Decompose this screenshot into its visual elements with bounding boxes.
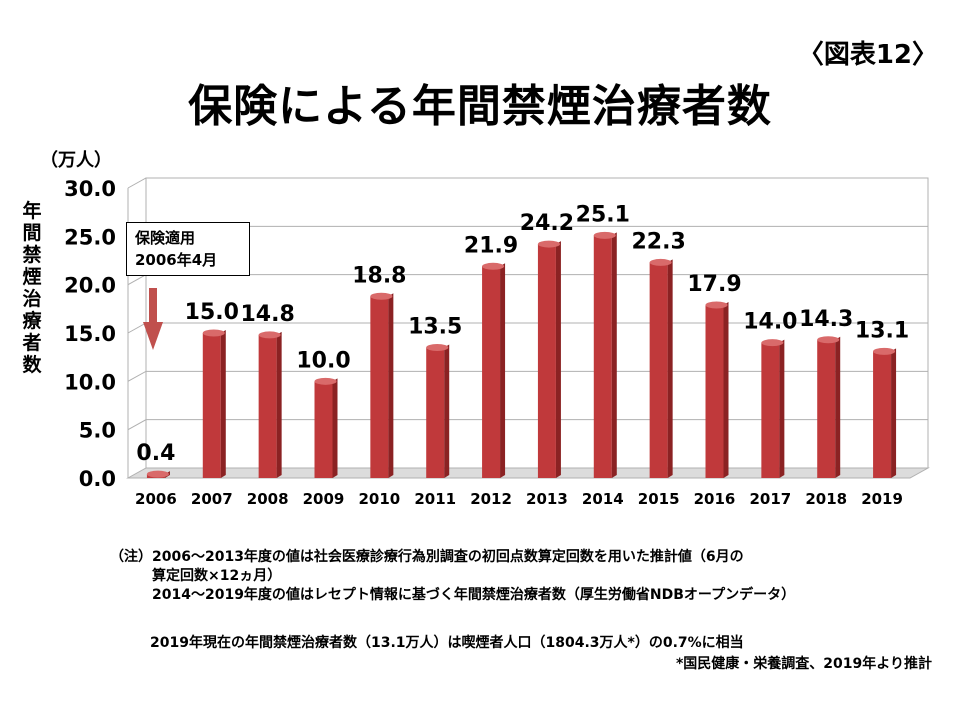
- x-tick-label: 2013: [526, 490, 568, 508]
- bar-side: [723, 301, 729, 478]
- x-tick-label: 2015: [638, 490, 680, 508]
- bar-chart: 0.0 5.0 10.0 15.0 20.0 25.0 30.0 0.4 2006 15.0 200…: [64, 177, 930, 508]
- x-tick-label: 2007: [191, 490, 233, 508]
- bar-side: [667, 259, 673, 478]
- bar-front: [537, 244, 556, 478]
- bar-front: [873, 351, 892, 478]
- plot-floor: [126, 467, 930, 479]
- y-tick-label: 20.0: [64, 274, 116, 298]
- y-tick-label: 25.0: [64, 225, 116, 249]
- bar-front: [761, 342, 780, 478]
- note-line-1: 2006～2013年度の値は社会医療診療行為別調査の初回点数算定回数を用いた推計…: [152, 549, 744, 565]
- note-line-2: 算定回数×12ヵ月）: [152, 568, 282, 584]
- footnotes: （注） 2006～2013年度の値は社会医療診療行為別調査の初回点数算定回数を用…: [110, 548, 950, 605]
- bar-side: [779, 339, 785, 478]
- bar-value-label: 15.0: [185, 300, 239, 325]
- bar-top: [202, 329, 225, 337]
- bar-top: [593, 231, 616, 239]
- bar-value-label: 24.2: [520, 211, 574, 236]
- bar-front: [258, 334, 277, 478]
- note-line-3: 2014～2019年度の値はレセプト情報に基づく年間禁煙治療者数（厚生労働省ND…: [152, 587, 796, 603]
- x-tick-label: 2019: [861, 490, 903, 508]
- bar-top: [258, 331, 281, 339]
- down-arrow-icon: [143, 322, 163, 350]
- bar-top: [705, 301, 728, 309]
- y-tick-label: 30.0: [64, 177, 116, 201]
- bar-top: [817, 336, 840, 344]
- bar-side: [220, 330, 226, 478]
- bar-front: [314, 381, 333, 478]
- bar-front: [705, 304, 724, 478]
- bar-value-label: 14.3: [799, 307, 853, 332]
- bar-value-label: 13.1: [855, 318, 909, 343]
- note-tag: （注）: [110, 549, 152, 565]
- y-tick-label: 15.0: [64, 322, 116, 346]
- x-tick-label: 2010: [358, 490, 400, 508]
- bar-top: [761, 339, 784, 347]
- insurance-callout-box: 保険適用 2006年4月: [126, 222, 250, 276]
- x-tick-label: 2017: [749, 490, 791, 508]
- bar-top: [482, 262, 505, 270]
- bar-front: [202, 333, 221, 478]
- y-tick-label: 10.0: [64, 370, 116, 394]
- bar-side: [332, 378, 338, 478]
- bar-top: [649, 258, 672, 266]
- bar-front: [426, 347, 445, 478]
- chart-title: 保険による年間禁煙治療者数: [188, 81, 772, 132]
- bar-value-label: 17.9: [687, 272, 741, 297]
- bar-front: [649, 262, 668, 478]
- bar-value-label: 18.8: [352, 263, 406, 288]
- bar-value-label: 25.1: [576, 202, 630, 227]
- bar-top: [314, 377, 337, 385]
- y-unit-label: （万人）: [40, 150, 112, 171]
- bar-value-label: 14.0: [743, 310, 797, 335]
- bar-value-label: 0.4: [136, 441, 175, 466]
- arrow-shaft: [149, 288, 157, 324]
- gridline: [127, 177, 928, 189]
- bar-value-label: 13.5: [408, 315, 462, 340]
- y-tick-label: 5.0: [79, 419, 116, 443]
- bar-side: [891, 348, 897, 478]
- x-tick-label: 2006: [135, 490, 177, 508]
- bar-top: [146, 470, 169, 478]
- bar-front: [817, 339, 836, 478]
- bar-top: [537, 240, 560, 248]
- bar-value-label: 10.0: [296, 348, 350, 373]
- bar-front: [593, 235, 612, 478]
- callout-line-2: 2006年4月: [135, 251, 218, 269]
- bar-side: [835, 336, 841, 478]
- x-tick-label: 2008: [247, 490, 289, 508]
- callout-line-1: 保険適用: [135, 229, 196, 247]
- bar-side: [555, 241, 561, 478]
- bar-front: [482, 266, 501, 478]
- bar-top: [426, 344, 449, 351]
- x-tick-label: 2016: [694, 490, 736, 508]
- bar-top: [370, 292, 393, 300]
- bar-value-label: 22.3: [632, 229, 686, 254]
- x-tick-label: 2018: [805, 490, 847, 508]
- y-tick-label: 0.0: [79, 467, 116, 491]
- y-axis-label: 年間禁煙治療者数: [22, 200, 42, 376]
- bar-front: [370, 296, 389, 478]
- x-tick-label: 2014: [582, 490, 624, 508]
- bar-value-label: 14.8: [241, 302, 295, 327]
- bar-side: [500, 263, 506, 478]
- x-tick-label: 2012: [470, 490, 512, 508]
- source-note: *国民健康・栄養調査、2019年より推計: [675, 656, 932, 672]
- bar-top: [873, 347, 896, 355]
- x-tick-label: 2011: [414, 490, 456, 508]
- bar-side: [388, 293, 394, 478]
- figure-label: 〈図表12〉: [797, 40, 938, 70]
- bar-side: [611, 232, 617, 478]
- x-tick-label: 2009: [303, 490, 345, 508]
- bar-side: [444, 344, 450, 478]
- bar-value-label: 21.9: [464, 233, 518, 258]
- bar-side: [276, 331, 282, 478]
- summary-note: 2019年現在の年間禁煙治療者数（13.1万人）は喫煙者人口（1804.3万人*…: [150, 635, 744, 651]
